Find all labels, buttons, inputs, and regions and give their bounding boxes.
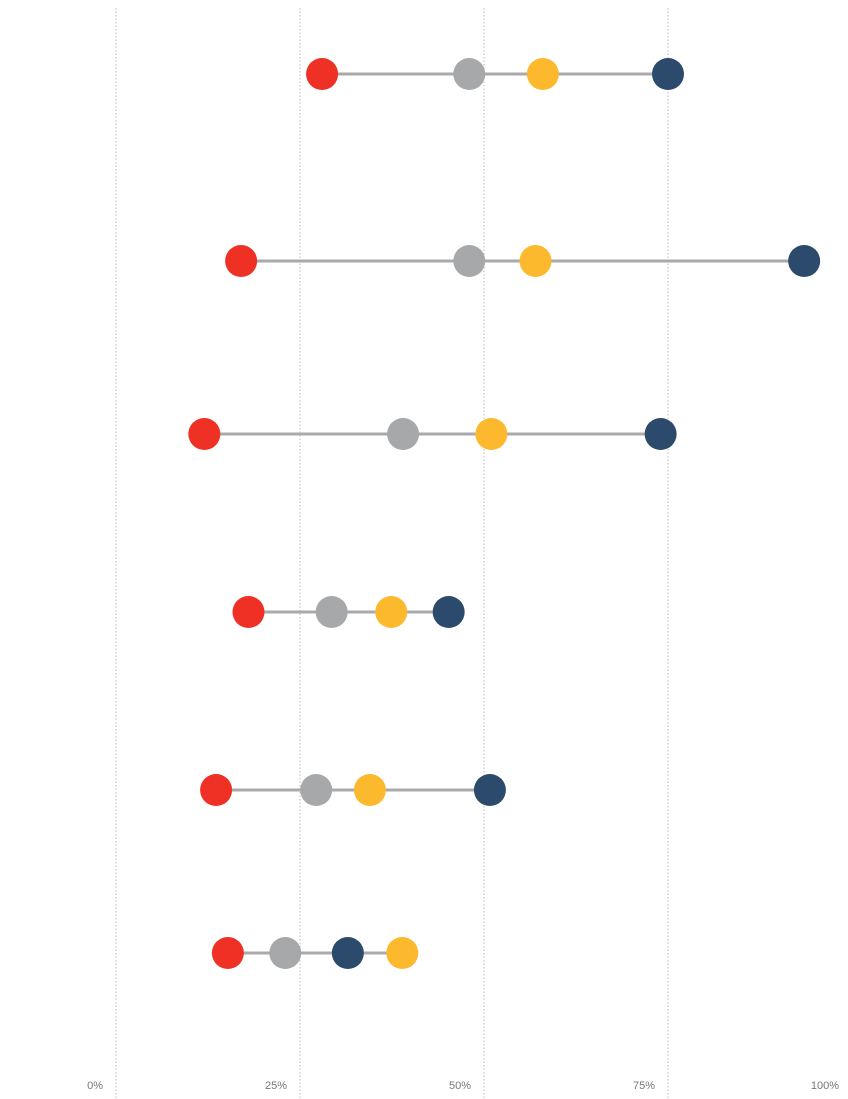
- dot: [353, 774, 386, 806]
- dot: [788, 245, 821, 277]
- dot: [652, 58, 684, 90]
- dot: [232, 596, 265, 628]
- dot: [644, 418, 677, 450]
- x-tick-label: 25%: [265, 1080, 287, 1092]
- dot: [432, 596, 465, 628]
- dot: [315, 596, 348, 628]
- dot: [453, 58, 486, 90]
- dot: [188, 418, 221, 450]
- x-tick-label: 0%: [87, 1080, 103, 1092]
- x-tick-label: 50%: [449, 1080, 471, 1092]
- dot: [375, 596, 408, 628]
- dot: [519, 245, 552, 277]
- dot: [526, 58, 559, 90]
- dot: [387, 418, 420, 450]
- dot: [331, 937, 364, 969]
- dot: [386, 937, 419, 969]
- dot: [225, 245, 258, 277]
- dot: [211, 937, 244, 969]
- dot: [300, 774, 333, 806]
- dot: [475, 418, 508, 450]
- dot: [306, 58, 339, 90]
- dot: [269, 937, 302, 969]
- x-tick-label: 100%: [811, 1080, 839, 1092]
- dot: [453, 245, 486, 277]
- x-tick-label: 75%: [633, 1080, 655, 1092]
- dot: [200, 774, 233, 806]
- dot: [473, 774, 506, 806]
